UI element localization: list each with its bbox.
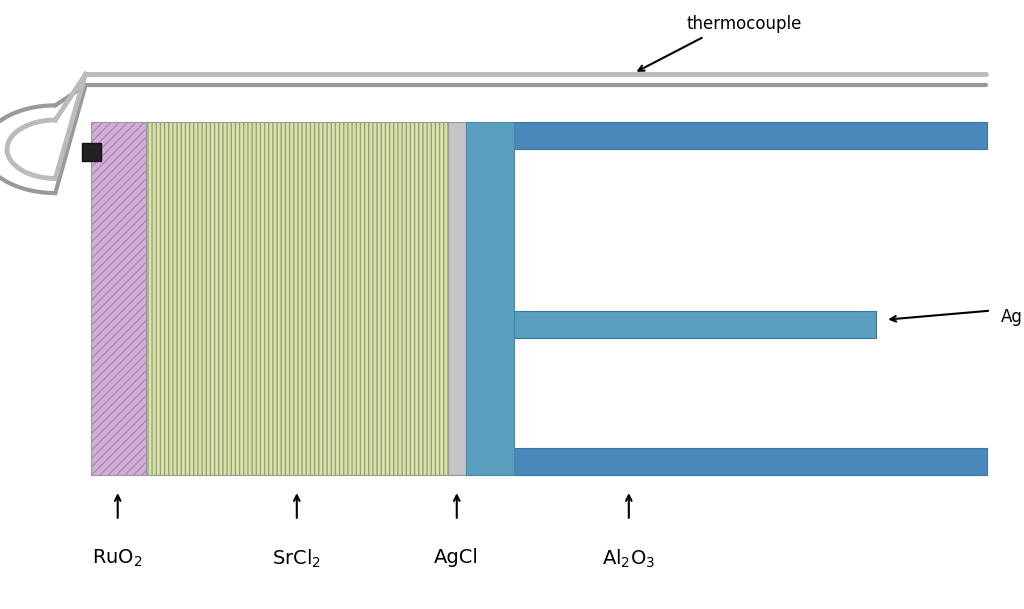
Text: thermocouple: thermocouple [687,15,802,33]
Text: AgCl: AgCl [434,548,479,567]
Bar [447,122,466,475]
Bar [466,122,514,475]
Bar [514,448,987,475]
Bar [514,311,877,338]
Bar [90,122,145,475]
Text: SrCl$_2$: SrCl$_2$ [272,548,322,571]
Bar [514,122,987,149]
Bar [83,143,100,161]
Bar [145,122,447,475]
Text: RuO$_2$: RuO$_2$ [92,548,143,569]
Text: Ag: Ag [1001,308,1023,326]
Text: Al$_2$O$_3$: Al$_2$O$_3$ [602,548,655,571]
